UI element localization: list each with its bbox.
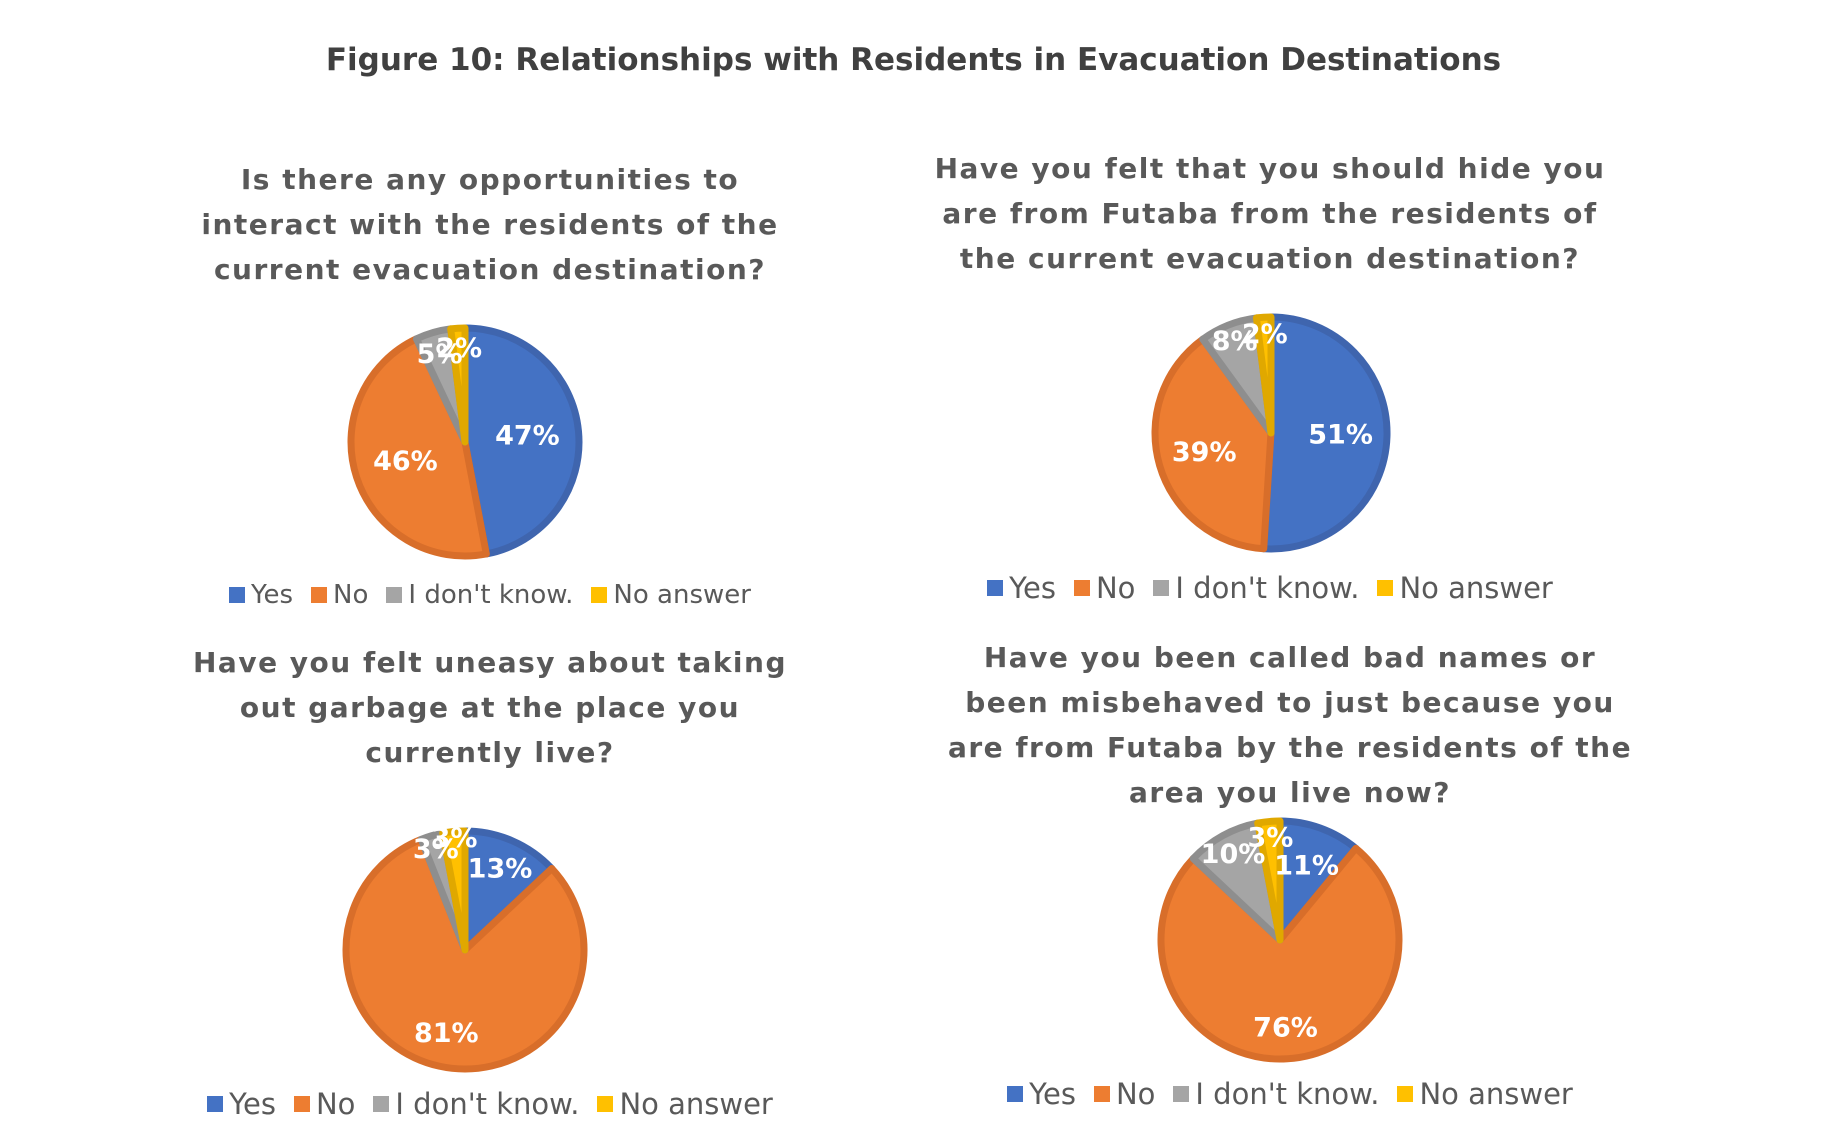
legend-swatch — [1377, 580, 1394, 596]
legend-swatch — [311, 587, 328, 603]
data-label-no-answer: 2% — [1242, 319, 1288, 350]
legend-swatch — [987, 580, 1004, 596]
legend-label: No — [333, 580, 369, 610]
legend: Yes No I don't know. No answer — [920, 571, 1620, 605]
legend-label: No — [1115, 1077, 1156, 1111]
legend-swatch — [1007, 1086, 1024, 1102]
legend-swatch — [1397, 1086, 1414, 1102]
legend-item-no-answer: No answer — [597, 1087, 773, 1121]
legend-label: No answer — [1419, 1077, 1573, 1111]
data-label-no-answer: 3% — [1247, 823, 1293, 854]
legend-label: No answer — [1399, 571, 1553, 605]
data-label-yes: 11% — [1274, 851, 1339, 882]
legend-label: Yes — [1009, 571, 1056, 605]
legend-item-no: No — [311, 580, 368, 610]
pie-slice-no — [1157, 844, 1403, 1063]
pie-slice-no-answer — [447, 324, 469, 446]
question-title: Have you been called bad names or been m… — [947, 641, 1633, 809]
legend-swatch — [1173, 1086, 1190, 1102]
question-title: Is there any opportunities to interact w… — [201, 163, 779, 286]
legend-label: I don't know. — [1195, 1077, 1380, 1111]
legend-swatch — [1093, 1086, 1110, 1102]
legend-item-no-answer: No answer — [1397, 1077, 1573, 1111]
legend-label: I don't know. — [395, 1087, 580, 1121]
legend-swatch — [591, 587, 608, 603]
pie-chart: 47% 46% 5%2% — [347, 324, 583, 560]
pie-chart: 11% 76% 10%3% — [1157, 817, 1403, 1063]
data-label-yes: 13% — [468, 854, 533, 885]
legend-label: No — [315, 1087, 356, 1121]
legend-label: No answer — [613, 580, 751, 610]
legend-item-yes: Yes — [987, 571, 1056, 605]
legend-label: I don't know. — [408, 580, 574, 610]
pie-slice-yes — [1260, 313, 1391, 553]
pie-slice-yes — [461, 324, 583, 558]
figure-title: Figure 10: Relationships with Residents … — [325, 42, 1502, 78]
pie-chart: 51% 39% 8%2% — [1151, 313, 1391, 553]
pie-slice-no-answer — [1254, 817, 1284, 944]
legend-item-no: No — [293, 1087, 356, 1121]
legend-label: I don't know. — [1175, 571, 1360, 605]
data-label-yes: 51% — [1308, 420, 1373, 451]
legend-item-i-don-t-know: I don't know. — [373, 1087, 579, 1121]
pie-chart: 13% 81% 3%3% — [342, 823, 588, 1073]
data-label-no-answer: 3% — [432, 823, 478, 854]
data-label-no: 76% — [1253, 1012, 1318, 1043]
pie-panel-opportunities: Is there any opportunities to interact w… — [150, 0, 830, 620]
legend-swatch — [207, 1096, 224, 1112]
legend-swatch — [1153, 580, 1170, 596]
data-label-i-don-t-know: 10% — [1201, 839, 1266, 870]
pie-slice-no — [342, 835, 588, 1073]
legend-swatch — [386, 587, 403, 603]
pie-panel-hide-origin: Have you felt that you should hide you a… — [920, 0, 1620, 620]
legend-label: Yes — [229, 1087, 276, 1121]
legend-swatch — [1073, 580, 1090, 596]
pie-slice-no — [347, 335, 490, 560]
legend-item-no-answer: No answer — [591, 580, 751, 610]
legend-item-i-don-t-know: I don't know. — [386, 580, 573, 610]
legend: Yes No I don't know. No answer — [150, 580, 830, 610]
data-label-i-don-t-know: 8% — [1212, 326, 1258, 357]
pie-panel-garbage: Have you felt uneasy about taking out ga… — [150, 600, 830, 1145]
data-label-i-don-t-know: 3% — [413, 834, 459, 865]
pie-slice-no-answer — [1252, 313, 1275, 437]
legend-label: Yes — [1029, 1077, 1076, 1111]
data-label-no: 39% — [1172, 437, 1237, 468]
legend-swatch — [373, 1096, 390, 1112]
pie-panel-bad-names: Have you been called bad names or been m… — [920, 600, 1660, 1145]
data-label-no: 46% — [373, 446, 438, 477]
legend-swatch — [229, 587, 246, 603]
question-title: Have you felt that you should hide you a… — [934, 152, 1606, 275]
legend-swatch — [293, 1096, 310, 1112]
legend-item-i-don-t-know: I don't know. — [1173, 1077, 1379, 1111]
legend-item-no: No — [1073, 571, 1136, 605]
legend-item-yes: Yes — [1007, 1077, 1076, 1111]
data-label-no-answer: 2% — [436, 333, 482, 364]
legend-swatch — [597, 1096, 614, 1112]
legend-item-no-answer: No answer — [1377, 571, 1553, 605]
data-label-no: 81% — [414, 1018, 479, 1049]
legend: Yes No I don't know. No answer — [920, 1077, 1660, 1111]
question-title: Have you felt uneasy about taking out ga… — [192, 646, 788, 769]
legend-label: No — [1095, 571, 1136, 605]
legend: Yes No I don't know. No answer — [150, 1087, 830, 1121]
pie-slice-no-answer — [439, 827, 469, 954]
legend-item-yes: Yes — [229, 580, 293, 610]
data-label-i-don-t-know: 5% — [417, 339, 463, 370]
data-label-yes: 47% — [495, 421, 560, 452]
legend-label: Yes — [251, 580, 294, 610]
legend-item-no: No — [1093, 1077, 1156, 1111]
legend-item-yes: Yes — [207, 1087, 276, 1121]
pie-slice-no — [1151, 335, 1275, 553]
pie-slice-yes — [461, 827, 556, 954]
legend-label: No answer — [619, 1087, 773, 1121]
legend-item-i-don-t-know: I don't know. — [1153, 571, 1359, 605]
